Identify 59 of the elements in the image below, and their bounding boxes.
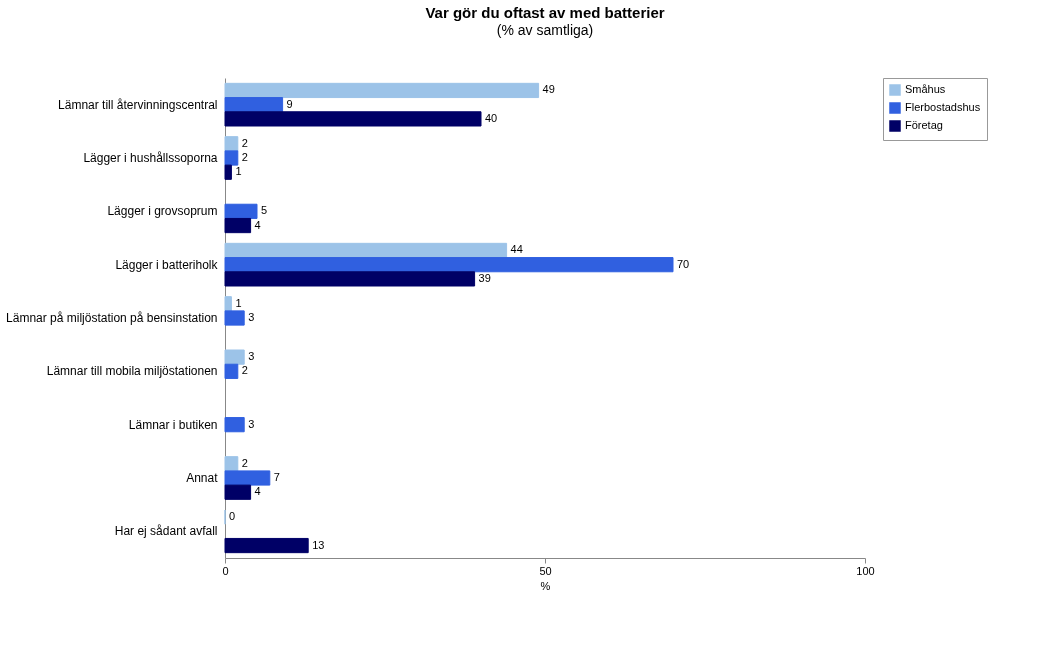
- legend-label: Småhus: [905, 83, 946, 95]
- data-label: 9: [286, 97, 293, 110]
- x-tick-label: 100: [856, 564, 875, 577]
- data-label: 70: [677, 257, 690, 270]
- chart-subtitle: (% av samtliga): [496, 21, 594, 38]
- y-tick-label: Lägger i hushållssoporna: [83, 151, 218, 165]
- legend-label: Flerbostadshus: [905, 101, 981, 113]
- data-label: 13: [312, 538, 325, 551]
- data-label: 2: [241, 364, 248, 377]
- bar: [224, 150, 239, 166]
- x-axis-title: %: [540, 579, 551, 592]
- bar: [224, 456, 239, 472]
- data-label: 0: [229, 510, 236, 523]
- bar: [224, 242, 508, 259]
- data-label: 3: [248, 311, 255, 323]
- data-label: 1: [235, 296, 242, 309]
- data-label: 49: [542, 83, 555, 96]
- bar: [224, 470, 271, 486]
- bar: [224, 271, 476, 287]
- data-label: 3: [248, 350, 255, 363]
- bar: [224, 537, 309, 554]
- data-label: 7: [273, 471, 280, 483]
- bar: [224, 111, 482, 127]
- y-tick-label: Har ej sådant avfall: [114, 524, 218, 539]
- y-tick-label: Lämnar till återvinningscentral: [58, 97, 218, 112]
- bar: [224, 257, 674, 273]
- data-label: 39: [478, 271, 491, 284]
- bar: [224, 363, 239, 379]
- bar: [224, 310, 245, 326]
- data-label: 1: [235, 165, 242, 178]
- x-tick-label: 0: [222, 564, 229, 577]
- y-tick-label: Lämnar på miljöstation på bensinstation: [6, 311, 218, 325]
- bar: [224, 136, 239, 152]
- data-label: 40: [485, 111, 498, 124]
- bar: [224, 217, 252, 234]
- y-tick-label: Lämnar i butiken: [128, 417, 218, 432]
- bar: [224, 296, 232, 312]
- y-tick-label: Annat: [186, 471, 219, 485]
- bar: [224, 349, 245, 365]
- bar: [224, 97, 284, 113]
- bar: [224, 164, 232, 180]
- data-label: 4: [254, 218, 261, 231]
- bar: [224, 82, 540, 99]
- bar: [224, 203, 258, 219]
- data-label: 2: [241, 151, 248, 163]
- x-tick-label: 50: [539, 564, 552, 577]
- legend-label: Företag: [905, 119, 943, 131]
- y-tick-label: Lägger i batteriholk: [115, 257, 219, 272]
- chart-title: Var gör du oftast av med batterier: [425, 3, 665, 21]
- data-label: 2: [241, 456, 248, 469]
- data-label: 3: [248, 417, 255, 430]
- data-label: 2: [241, 136, 248, 149]
- y-tick-label: Lämnar till mobila miljöstationen: [46, 364, 218, 379]
- y-tick-label: Lägger i grovsoprum: [107, 204, 218, 219]
- data-label: 44: [510, 243, 523, 256]
- bar: [224, 417, 245, 433]
- bar: [224, 484, 252, 500]
- data-label: 5: [261, 204, 268, 217]
- data-label: 4: [254, 485, 261, 498]
